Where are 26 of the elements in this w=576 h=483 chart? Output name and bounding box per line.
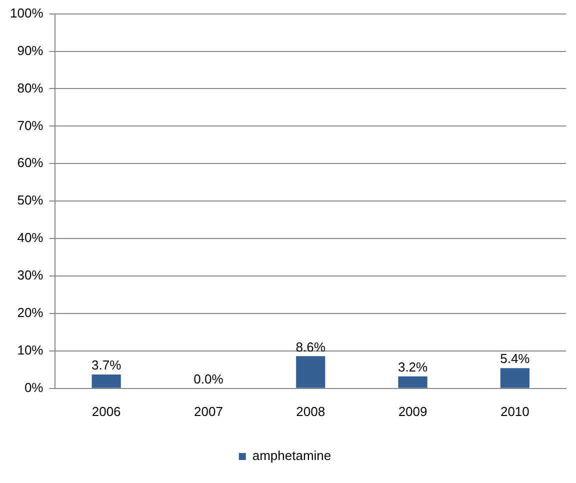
bar [398,376,428,388]
y-tick-label: 60% [17,155,44,170]
y-tick-label: 10% [17,342,44,358]
x-tick-label: 2010 [500,404,530,419]
x-tick-label: 2008 [296,404,326,419]
bar [92,374,121,388]
bar [500,368,530,388]
data-label: 8.6% [296,339,326,354]
data-label: 3.2% [398,359,428,374]
x-tick-label: 2006 [92,404,121,419]
y-tick-label: 70% [17,118,44,133]
y-tick-label: 80% [17,80,44,96]
y-tick-label: 20% [17,305,44,320]
data-label: 0.0% [194,371,224,386]
y-tick-label: 90% [17,42,44,58]
legend-label: amphetamine [252,448,332,464]
y-tick-label: 40% [17,230,44,246]
y-tick-label: 0% [24,380,44,395]
bar [296,356,326,388]
data-label: 5.4% [500,351,530,366]
y-tick-label: 100% [10,5,44,20]
x-tick-label: 2009 [398,404,428,419]
data-label: 3.7% [92,358,122,373]
x-tick-label: 2007 [194,404,223,419]
y-tick-label: 50% [17,192,44,208]
y-tick-label: 30% [17,268,44,283]
